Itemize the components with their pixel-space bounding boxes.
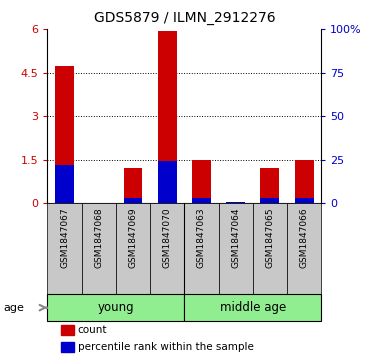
Text: GSM1847063: GSM1847063 bbox=[197, 208, 206, 269]
Bar bbox=[253, 203, 287, 294]
Text: GSM1847068: GSM1847068 bbox=[94, 208, 103, 269]
Bar bbox=[47, 294, 184, 321]
Bar bbox=[61, 342, 74, 352]
Bar bbox=[82, 203, 116, 294]
Bar bbox=[192, 160, 211, 203]
Bar bbox=[295, 198, 314, 203]
Text: GSM1847064: GSM1847064 bbox=[231, 208, 240, 268]
Bar bbox=[287, 203, 321, 294]
Text: count: count bbox=[77, 325, 107, 335]
Bar bbox=[226, 201, 245, 203]
Bar bbox=[158, 162, 177, 203]
Bar bbox=[184, 203, 219, 294]
Bar bbox=[124, 168, 142, 203]
Bar bbox=[55, 165, 74, 203]
Text: GSM1847065: GSM1847065 bbox=[265, 208, 274, 269]
Bar bbox=[261, 198, 279, 203]
Bar bbox=[261, 168, 279, 203]
Bar bbox=[47, 203, 82, 294]
Bar bbox=[150, 203, 184, 294]
Text: GSM1847066: GSM1847066 bbox=[300, 208, 308, 269]
Bar bbox=[124, 198, 142, 203]
Bar bbox=[219, 203, 253, 294]
Bar bbox=[184, 294, 321, 321]
Bar bbox=[61, 325, 74, 335]
Text: GSM1847069: GSM1847069 bbox=[128, 208, 138, 269]
Text: middle age: middle age bbox=[220, 301, 286, 314]
Bar bbox=[116, 203, 150, 294]
Bar bbox=[295, 160, 314, 203]
Title: GDS5879 / ILMN_2912276: GDS5879 / ILMN_2912276 bbox=[93, 11, 275, 25]
Bar bbox=[158, 31, 177, 203]
Text: percentile rank within the sample: percentile rank within the sample bbox=[77, 342, 253, 352]
Text: GSM1847070: GSM1847070 bbox=[163, 208, 172, 269]
Text: GSM1847067: GSM1847067 bbox=[60, 208, 69, 269]
Text: age: age bbox=[4, 303, 24, 313]
Text: young: young bbox=[97, 301, 134, 314]
Bar bbox=[55, 66, 74, 203]
Bar bbox=[192, 198, 211, 203]
